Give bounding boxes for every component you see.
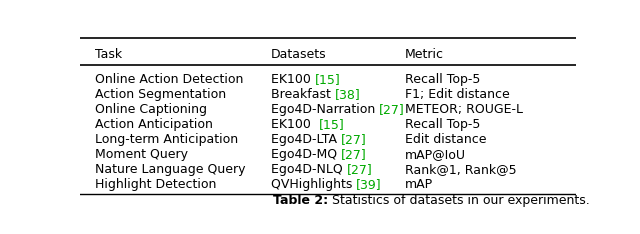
Text: [27]: [27] xyxy=(341,133,367,146)
Text: Recall Top-5: Recall Top-5 xyxy=(405,73,480,86)
Text: Action Anticipation: Action Anticipation xyxy=(95,118,212,131)
Text: [27]: [27] xyxy=(380,103,405,116)
Text: Datasets: Datasets xyxy=(271,48,326,61)
Text: mAP@IoU: mAP@IoU xyxy=(405,148,466,161)
Text: Ego4D-MQ: Ego4D-MQ xyxy=(271,148,341,161)
Text: EK100: EK100 xyxy=(271,118,319,131)
Text: mAP: mAP xyxy=(405,178,433,191)
Text: Ego4D-Narration: Ego4D-Narration xyxy=(271,103,380,116)
Text: Breakfast: Breakfast xyxy=(271,88,335,101)
Text: [15]: [15] xyxy=(315,73,340,86)
Text: Long-term Anticipation: Long-term Anticipation xyxy=(95,133,238,146)
Text: Statistics of datasets in our experiments.: Statistics of datasets in our experiment… xyxy=(328,194,589,207)
Text: Online Captioning: Online Captioning xyxy=(95,103,207,116)
Text: QVHighlights: QVHighlights xyxy=(271,178,356,191)
Text: Rank@1, Rank@5: Rank@1, Rank@5 xyxy=(405,163,516,176)
Text: Action Segmentation: Action Segmentation xyxy=(95,88,226,101)
Text: Ego4D-LTA: Ego4D-LTA xyxy=(271,133,341,146)
Text: [15]: [15] xyxy=(319,118,344,131)
Text: Moment Query: Moment Query xyxy=(95,148,188,161)
Text: EK100: EK100 xyxy=(271,73,315,86)
Text: Nature Language Query: Nature Language Query xyxy=(95,163,245,176)
Text: Edit distance: Edit distance xyxy=(405,133,486,146)
Text: METEOR; ROUGE-L: METEOR; ROUGE-L xyxy=(405,103,523,116)
Text: [39]: [39] xyxy=(356,178,382,191)
Text: Ego4D-NLQ: Ego4D-NLQ xyxy=(271,163,347,176)
Text: Task: Task xyxy=(95,48,122,61)
Text: Online Action Detection: Online Action Detection xyxy=(95,73,243,86)
Text: F1; Edit distance: F1; Edit distance xyxy=(405,88,509,101)
Text: Metric: Metric xyxy=(405,48,444,61)
Text: Recall Top-5: Recall Top-5 xyxy=(405,118,480,131)
Text: Table 2:: Table 2: xyxy=(273,194,328,207)
Text: [27]: [27] xyxy=(347,163,372,176)
Text: [27]: [27] xyxy=(341,148,367,161)
Text: [38]: [38] xyxy=(335,88,360,101)
Text: Highlight Detection: Highlight Detection xyxy=(95,178,216,191)
